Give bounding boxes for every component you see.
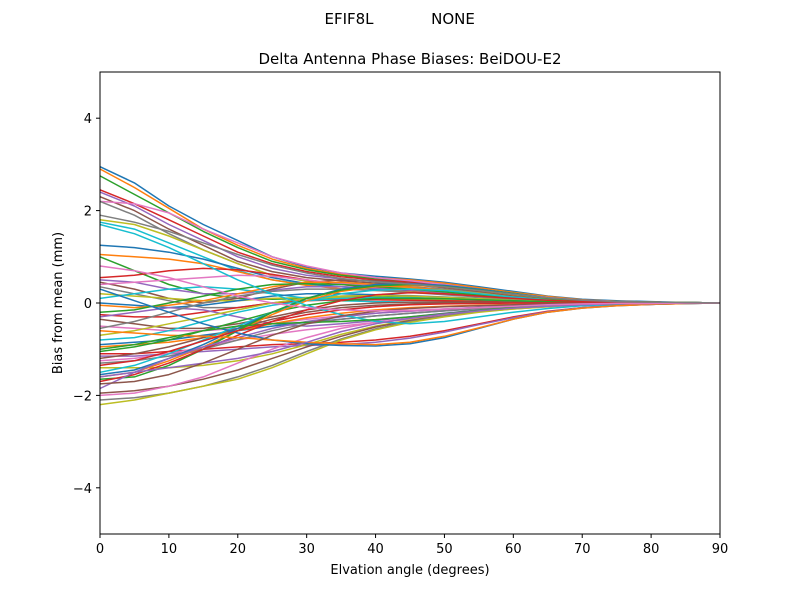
y-tick-label: 2 (84, 205, 92, 220)
series-line-58 (99, 214, 721, 304)
series-line-57 (99, 265, 720, 312)
x-tick-label: 20 (230, 542, 247, 557)
y-tick-label: 4 (84, 112, 92, 127)
x-tick-label: 40 (367, 542, 384, 557)
x-axis: 0 10 20 30 40 50 60 70 80 90 (96, 534, 728, 557)
x-tick-label: 60 (505, 542, 522, 557)
x-tick-label: 30 (298, 542, 315, 557)
series-line-52 (99, 302, 721, 346)
x-tick-label: 70 (574, 542, 591, 557)
chart-title: Delta Antenna Phase Biases: BeiDOU-E2 (259, 50, 562, 68)
y-axis: −4 −2 0 2 4 (73, 112, 100, 497)
y-tick-label: 0 (84, 297, 92, 312)
x-tick-label: 80 (643, 542, 660, 557)
y-tick-label: −2 (73, 389, 92, 404)
x-tick-label: 0 (96, 542, 104, 557)
suptitle-right: NONE (431, 10, 475, 28)
series-layer (99, 166, 721, 406)
x-axis-label: Elvation angle (degrees) (330, 563, 489, 578)
x-tick-label: 10 (161, 542, 178, 557)
y-axis-label: Bias from mean (mm) (51, 232, 66, 374)
y-tick-label: −4 (73, 482, 92, 497)
x-tick-label: 90 (712, 542, 729, 557)
x-tick-label: 50 (436, 542, 453, 557)
suptitle-left: EFIF8L (324, 10, 374, 28)
